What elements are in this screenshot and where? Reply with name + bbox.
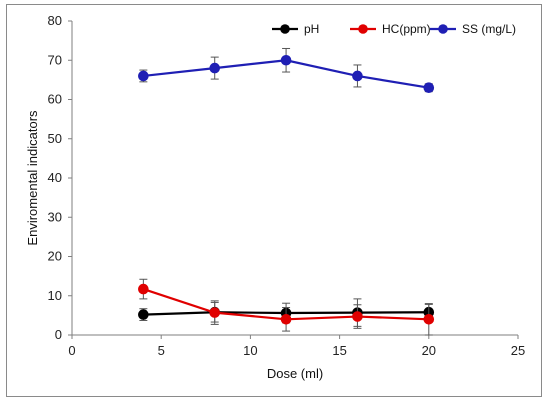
y-axis-label: Enviromental indicators <box>25 110 40 246</box>
data-point <box>352 70 363 82</box>
axes <box>68 20 519 339</box>
data-point <box>352 311 363 322</box>
x-tick-label: 5 <box>158 343 165 358</box>
y-tick-label: 30 <box>48 209 62 224</box>
y-tick-label: 0 <box>55 327 62 342</box>
data-point <box>280 54 292 66</box>
data-point <box>423 314 435 325</box>
x-tick-label: 20 <box>422 343 436 358</box>
legend-label: SS (mg/L) <box>462 22 516 36</box>
legend-label: pH <box>304 22 319 36</box>
x-tick-label: 0 <box>68 343 75 358</box>
legend-item-1: HC(ppm) <box>350 22 431 36</box>
x-tick-label: 10 <box>243 343 257 358</box>
data-point <box>138 309 149 320</box>
series-1 <box>138 278 435 336</box>
legend-label: HC(ppm) <box>382 22 431 36</box>
y-tick-label: 80 <box>48 13 62 28</box>
tick-labels: 0 10 20 30 40 50 60 70 80 0 5 10 15 20 25 <box>48 13 526 358</box>
x-axis-label: Dose (ml) <box>267 366 323 381</box>
y-tick-label: 60 <box>48 92 62 107</box>
data-point <box>209 307 221 318</box>
legend-item-0: pH <box>272 22 319 36</box>
series-layer <box>138 47 435 336</box>
legend-swatch-marker <box>358 24 368 34</box>
legend-item-2: SS (mg/L) <box>430 22 516 36</box>
x-tick-label: 15 <box>332 343 346 358</box>
y-tick-label: 40 <box>48 170 62 185</box>
series-2 <box>138 47 435 94</box>
data-point <box>280 314 292 325</box>
data-point <box>138 283 149 295</box>
y-tick-label: 10 <box>48 288 62 303</box>
data-point <box>138 70 149 82</box>
y-tick-label: 20 <box>48 249 62 264</box>
x-tick-label: 25 <box>511 343 525 358</box>
y-tick-label: 50 <box>48 131 62 146</box>
y-tick-label: 70 <box>48 52 62 67</box>
legend-swatch-marker <box>280 24 290 34</box>
legend-swatch-marker <box>438 24 448 34</box>
legend: pH HC(ppm) SS (mg/L) <box>272 22 516 36</box>
data-point <box>209 62 221 74</box>
chart-frame <box>6 4 542 397</box>
data-point <box>423 82 435 94</box>
